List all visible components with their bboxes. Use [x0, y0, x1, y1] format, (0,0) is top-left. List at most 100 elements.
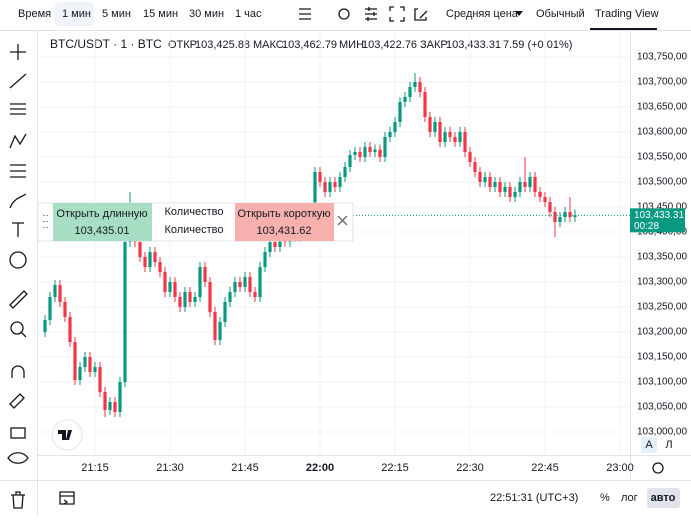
candle-body [518, 182, 522, 192]
y-tick-label: 103,150,00 [637, 352, 687, 363]
candle-body [418, 82, 422, 92]
candle-body [53, 285, 57, 297]
candle-body [123, 242, 127, 382]
candle-body [468, 152, 472, 162]
candle-body [403, 97, 407, 102]
candle-body [448, 132, 452, 137]
x-tick-label: 23:00 [606, 462, 634, 474]
auto-toggle-bg [647, 488, 680, 508]
candle-body [43, 320, 47, 332]
candle-body [488, 177, 492, 187]
candle-body [328, 182, 332, 192]
candle-body [223, 302, 227, 322]
x-tick-label: 21:15 [81, 462, 109, 474]
candle-body [153, 252, 157, 262]
candle-body [218, 322, 222, 340]
candle-body [323, 182, 327, 192]
sell-button[interactable] [235, 203, 334, 241]
candle-body [338, 177, 342, 187]
buy-label[interactable]: Открыть длинную [56, 208, 147, 220]
log-toggle[interactable]: лог [621, 492, 638, 504]
candle-body [348, 155, 352, 167]
interval[interactable]: 15 мин [143, 8, 178, 20]
sell-price[interactable]: 103,431.62 [256, 225, 311, 237]
candle-body [98, 367, 102, 392]
candle-body [343, 167, 347, 177]
x-tick-label: 22:30 [456, 462, 484, 474]
percent-toggle[interactable]: % [600, 492, 610, 504]
sell-label[interactable]: Открыть короткую [237, 208, 330, 220]
candle-body [498, 182, 502, 192]
buy-price[interactable]: 103,435.01 [74, 225, 129, 237]
last-price-label: 103,433.31 [634, 210, 684, 221]
ohlc-value: 103,433.31 [446, 39, 501, 51]
fullscreen-icon[interactable] [389, 6, 405, 22]
candle-body [83, 357, 87, 367]
candle-body [368, 147, 372, 152]
chart-mode[interactable]: Обычный [536, 8, 585, 20]
candle-body [48, 297, 52, 320]
settings-icon[interactable] [338, 8, 350, 20]
active-interval[interactable] [55, 2, 94, 26]
interval[interactable]: 1 мин [62, 8, 91, 20]
candle-body [473, 162, 477, 172]
price-type[interactable]: Средняя цена [446, 8, 519, 20]
candle-body [188, 292, 192, 302]
candle-body [148, 252, 152, 267]
interval[interactable]: 1 час [235, 8, 262, 20]
y-tick-label: 103,550,00 [637, 152, 687, 163]
last-price-box [630, 208, 685, 233]
candle-body [213, 312, 217, 340]
candle-body [243, 277, 247, 287]
dropdown-arrow [515, 11, 523, 16]
candle-body [93, 367, 97, 372]
candle-body [573, 215, 577, 217]
candle-body [553, 212, 557, 222]
candle-body [138, 242, 142, 257]
candle-body [493, 182, 497, 187]
candle-body [388, 132, 392, 137]
y-tick-label: 103,000,00 [637, 427, 687, 438]
y-tick-label: 103,650,00 [637, 102, 687, 113]
candle-body [563, 212, 567, 217]
candle-body [163, 272, 167, 292]
indicators-icon[interactable] [365, 7, 377, 21]
candle-body [268, 242, 272, 252]
candle-body [533, 177, 537, 192]
candle-body [508, 187, 512, 197]
close-icon[interactable] [337, 215, 348, 226]
candle-body [528, 177, 532, 187]
drag-handle[interactable] [43, 215, 48, 228]
candle-body [313, 172, 317, 212]
date-range-icon[interactable] [59, 491, 75, 505]
candle-body [203, 267, 207, 282]
y-tick-label: 103,750,00 [637, 52, 687, 63]
candle-body [118, 382, 122, 412]
popout-icon[interactable] [414, 8, 428, 21]
buy-button[interactable] [53, 203, 152, 241]
menu-icon[interactable] [299, 8, 311, 20]
ohlc-value: 103,425.88 [195, 39, 250, 51]
candle-body [523, 182, 527, 187]
candle-body [428, 117, 432, 132]
candle-body [238, 282, 242, 287]
y-tick-label: 103,350,00 [637, 252, 687, 263]
candle-body [513, 192, 517, 197]
ohlc-label: ЗАКР [420, 39, 448, 51]
candle-body [538, 192, 542, 197]
time-label: Время [18, 8, 51, 20]
axis-settings-icon[interactable] [652, 462, 664, 474]
scale-button[interactable]: Л [665, 439, 672, 451]
interval[interactable]: 30 мин [189, 8, 224, 20]
candle-body [73, 342, 77, 380]
x-tick-label: 22:15 [381, 462, 409, 474]
auto-toggle[interactable]: авто [651, 492, 676, 504]
scale-button[interactable]: A [645, 439, 653, 451]
ohlc-label: ОТКР [168, 39, 197, 51]
candle-body [173, 282, 177, 297]
drawing-tools[interactable] [7, 44, 29, 509]
chart-mode[interactable]: Trading View [595, 8, 659, 20]
candle-body [58, 285, 62, 302]
interval[interactable]: 5 мин [102, 8, 131, 20]
candle-body [258, 267, 262, 297]
